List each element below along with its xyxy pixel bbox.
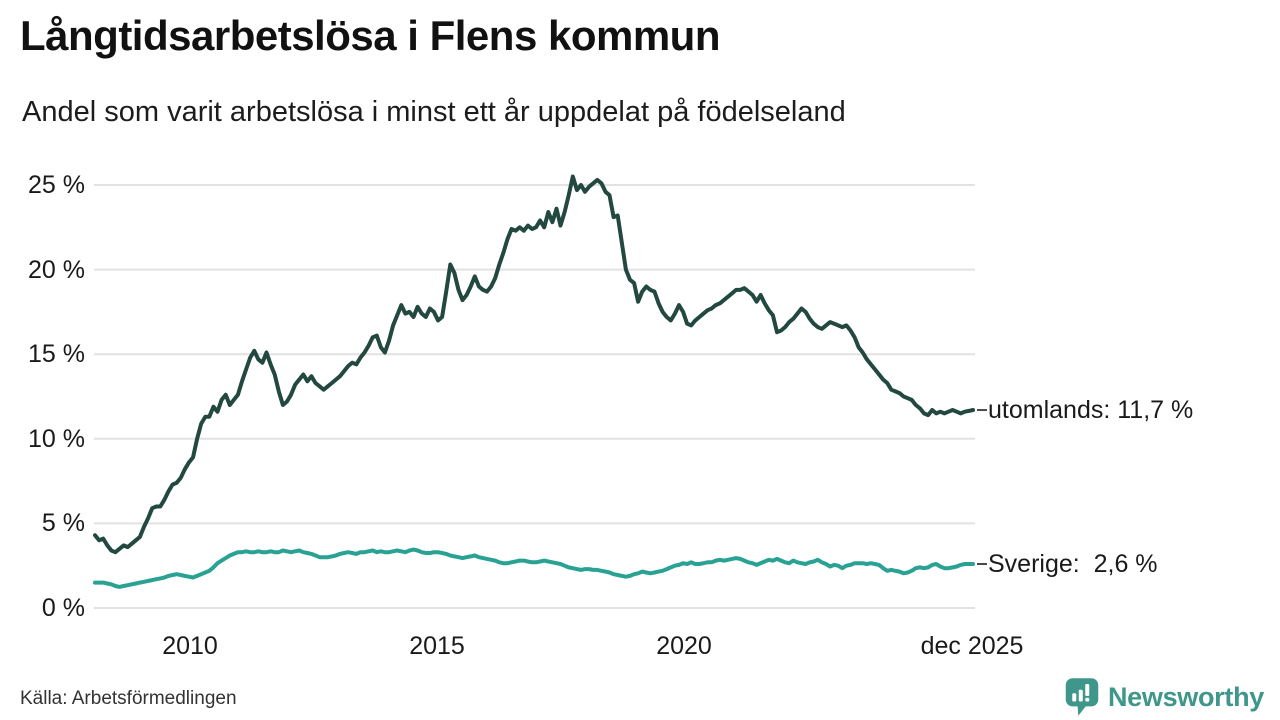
- newsworthy-wordmark: Newsworthy: [1107, 681, 1264, 712]
- y-axis-tick-15: 15 %: [28, 340, 85, 368]
- series-line-utomlands: [93, 174, 975, 555]
- series-line-Sverige: [93, 547, 975, 589]
- x-axis-tick-2010: 2010: [162, 632, 218, 660]
- x-axis-tick-2015: 2015: [409, 632, 465, 660]
- newsworthy-logo: Newsworthy: [1064, 676, 1264, 718]
- series-label-utomlands: utomlands: 11,7 %: [988, 396, 1194, 424]
- series-label-sverige: Sverige: 2,6 %: [988, 550, 1158, 578]
- y-axis-tick-25: 25 %: [28, 171, 85, 199]
- page-title: Långtidsarbetslösa i Flens kommun: [20, 12, 720, 59]
- chart-subtitle: Andel som varit arbetslösa i minst ett å…: [22, 96, 846, 128]
- source-credit: Källa: Arbetsförmedlingen: [20, 688, 237, 709]
- newsworthy-bubble-chart-icon: [1065, 678, 1099, 716]
- y-axis-tick-20: 20 %: [28, 256, 85, 284]
- y-axis-tick-0: 0 %: [41, 594, 85, 622]
- y-axis-tick-5: 5 %: [41, 509, 85, 537]
- x-axis-tick-2020: 2020: [656, 632, 712, 660]
- y-axis-tick-10: 10 %: [28, 425, 85, 453]
- x-axis-tick-dec-2025: dec 2025: [920, 632, 1024, 660]
